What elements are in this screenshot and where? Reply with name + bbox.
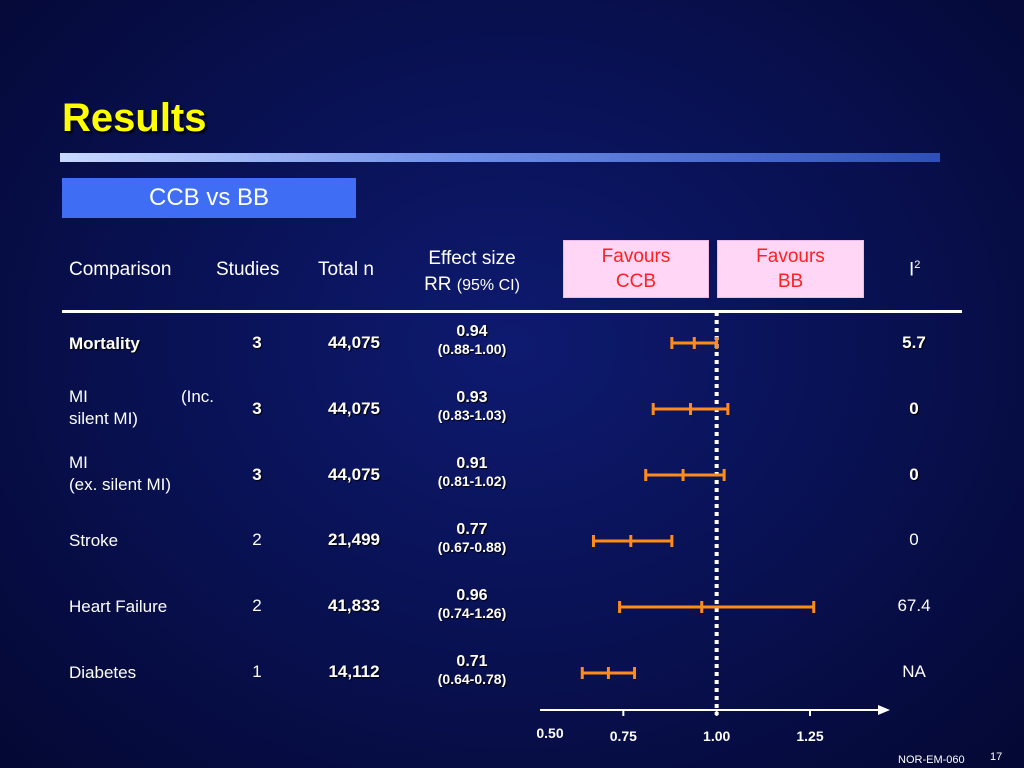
table-row: Mortality 3 44,075 0.94 (0.88-1.00) 5.7 (0, 320, 1024, 386)
total-n-value: 44,075 (328, 465, 380, 484)
header-effect-line2: RR (95% CI) (402, 272, 542, 299)
studies-value: 3 (252, 465, 262, 484)
subtitle-box: CCB vs BB (62, 178, 356, 218)
page-number: 17 (990, 751, 1003, 763)
i2-value: NA (902, 662, 926, 681)
comparison-label-line1: MI (69, 453, 88, 472)
footer-code: NOR-EM-060 (898, 754, 965, 766)
x-tick-label: 0.75 (610, 728, 637, 744)
comparison-label: Diabetes (69, 663, 137, 682)
header-i2-base: I (909, 259, 915, 281)
rr-value: 0.94 (456, 323, 488, 340)
table-row: MI (ex. silent MI) 3 44,075 0.91 (0.81-1… (0, 452, 1024, 518)
table-row: MI (Inc. silent MI) 3 44,075 0.93 (0.83-1… (0, 386, 1024, 452)
rr-value: 0.96 (456, 587, 488, 604)
total-n-value: 44,075 (328, 399, 380, 418)
comparison-label: Heart Failure (69, 597, 168, 616)
comparison-label: MI (ex. silent MI) (69, 452, 214, 496)
x-tick-label: 1.25 (796, 728, 823, 744)
total-n-value: 14,112 (328, 662, 380, 681)
rr-value: 0.93 (456, 389, 488, 406)
header-effect-ci: (95% CI) (456, 277, 520, 294)
favours-ccb-line1: Favours (601, 246, 671, 267)
ci-value: (0.74-1.26) (437, 605, 507, 621)
studies-value: 2 (252, 530, 262, 549)
title-underline (60, 153, 940, 162)
comparison-label-line2: (ex. silent MI) (69, 475, 172, 494)
studies-value: 3 (252, 399, 262, 418)
ci-value: (0.81-1.02) (437, 473, 507, 489)
studies-value: 3 (252, 333, 262, 352)
header-i2: I2 (909, 259, 920, 281)
total-n-value: 21,499 (328, 530, 380, 549)
comparison-label: MI (Inc. silent MI) (69, 386, 214, 430)
i2-value: 0 (909, 530, 919, 549)
ci-value: (0.64-0.78) (437, 671, 507, 687)
comparison-label: Mortality (69, 334, 140, 353)
comparison-label-line2: silent MI) (69, 409, 138, 428)
total-n-value: 44,075 (328, 333, 380, 352)
studies-value: 2 (252, 596, 262, 615)
comparison-label-part2: (Inc. (180, 387, 214, 406)
header-effect-size: Effect size RR (95% CI) (402, 246, 542, 299)
i2-value: 0 (909, 465, 919, 484)
effect-size-cell: 0.91 (0.81-1.02) (412, 455, 532, 489)
i2-value: 0 (909, 399, 919, 418)
header-i2-sup: 2 (914, 259, 921, 271)
favours-ccb-line2: CCB (615, 271, 657, 292)
page-title: Results (62, 96, 207, 140)
favours-bb-line2: BB (777, 271, 804, 292)
favours-bb-line1: Favours (756, 246, 825, 267)
x-tick-label: 0.50 (536, 725, 563, 741)
ci-value: (0.88-1.00) (437, 341, 507, 357)
comparison-label-part1: MI (69, 387, 88, 406)
rr-value: 0.77 (456, 521, 488, 538)
effect-size-cell: 0.94 (0.88-1.00) (412, 323, 532, 357)
header-divider (62, 310, 962, 313)
favours-bb-box: Favours BB (717, 240, 864, 298)
header-effect-rr: RR (424, 274, 452, 295)
header-comparison: Comparison (69, 259, 172, 280)
ci-value: (0.83-1.03) (437, 407, 507, 423)
table-row: Stroke 2 21,499 0.77 (0.67-0.88) 0 (0, 518, 1024, 584)
x-tick-label: 1.00 (703, 728, 730, 744)
rr-value: 0.71 (456, 653, 488, 670)
table-row: Heart Failure 2 41,833 0.96 (0.74-1.26) … (0, 584, 1024, 650)
x-axis-arrow (878, 705, 890, 715)
comparison-label: Stroke (69, 531, 119, 550)
effect-size-cell: 0.77 (0.67-0.88) (412, 521, 532, 555)
header-total-n: Total n (318, 259, 374, 280)
table-row: Diabetes 1 14,112 0.71 (0.64-0.78) NA (0, 650, 1024, 716)
header-studies: Studies (216, 259, 280, 280)
header-effect-line1: Effect size (428, 248, 516, 269)
effect-size-cell: 0.71 (0.64-0.78) (412, 653, 532, 687)
rr-value: 0.91 (456, 455, 488, 472)
favours-ccb-box: Favours CCB (563, 240, 709, 298)
i2-value: 5.7 (902, 333, 926, 352)
effect-size-cell: 0.93 (0.83-1.03) (412, 389, 532, 423)
i2-value: 67.4 (897, 596, 931, 615)
ci-value: (0.67-0.88) (437, 539, 507, 555)
studies-value: 1 (252, 662, 262, 681)
effect-size-cell: 0.96 (0.74-1.26) (412, 587, 532, 621)
total-n-value: 41,833 (328, 596, 380, 615)
